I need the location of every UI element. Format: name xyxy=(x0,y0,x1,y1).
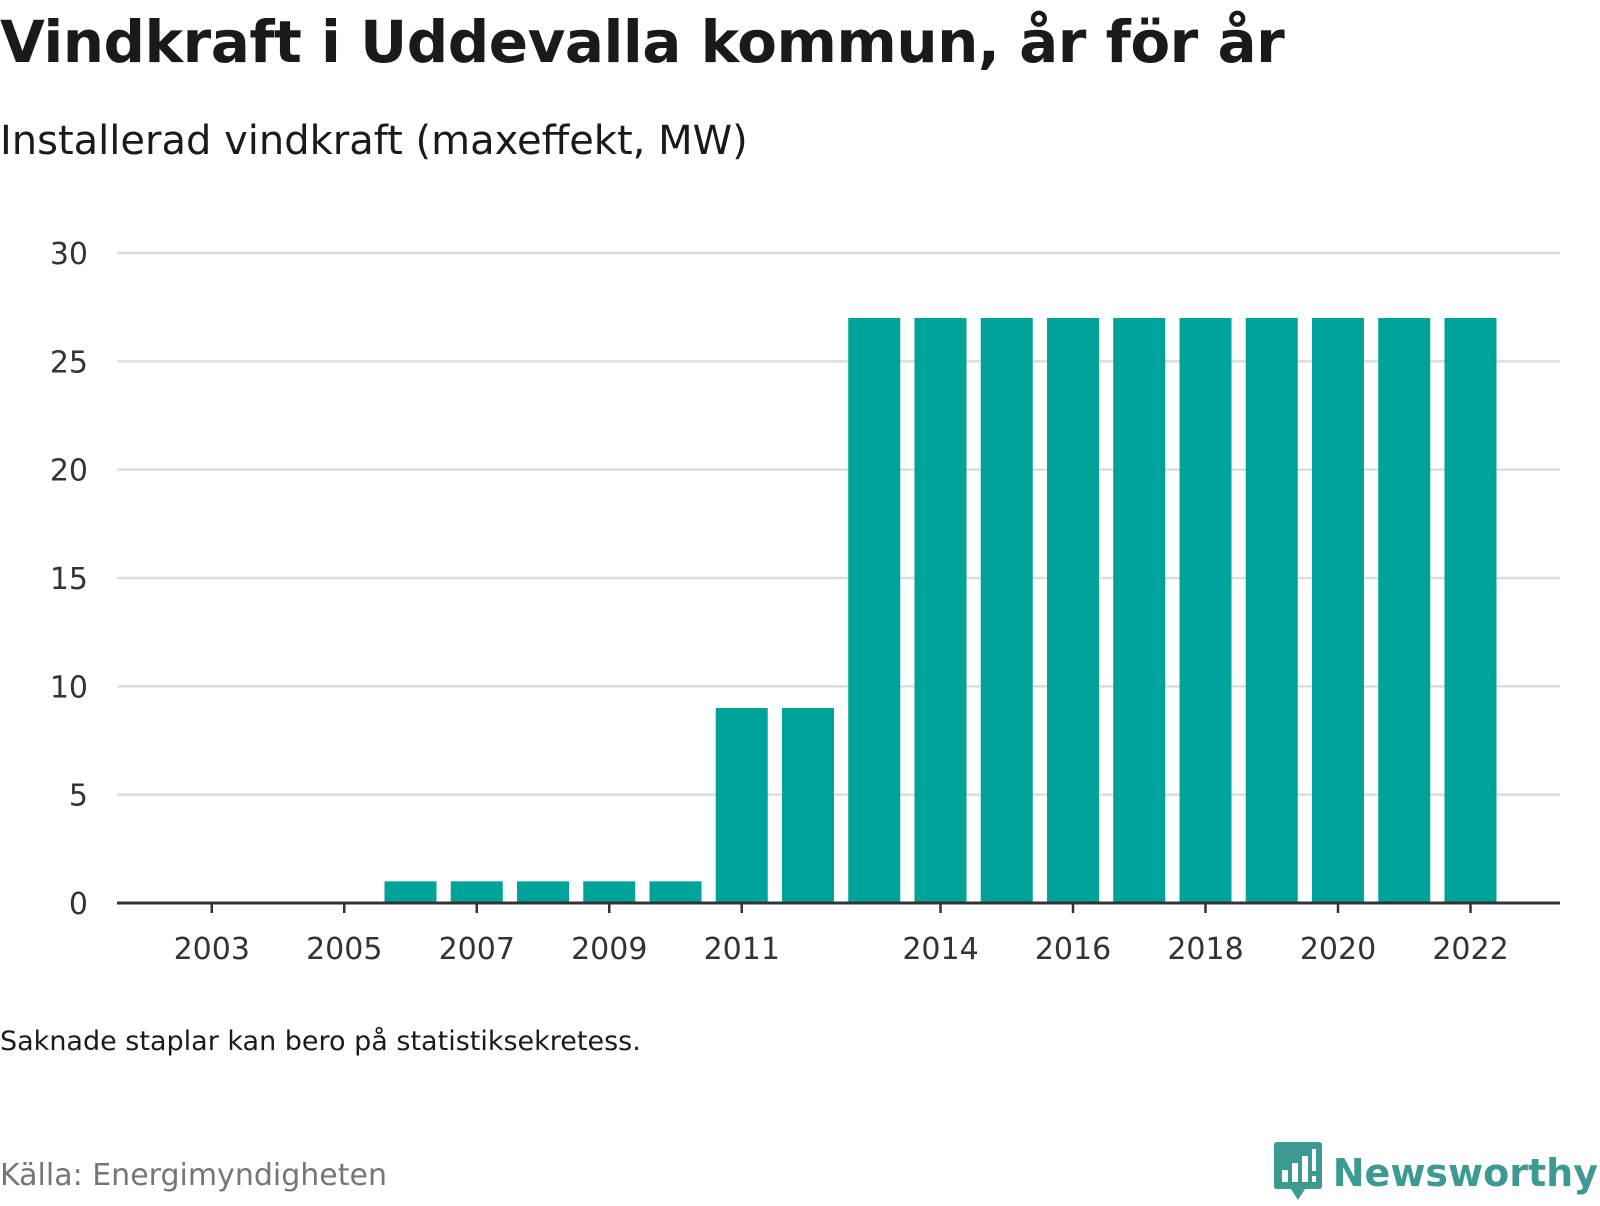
bar-2011 xyxy=(715,708,768,903)
x-tick-label: 2011 xyxy=(704,932,780,967)
bar-2016 xyxy=(1047,318,1099,903)
y-tick-label: 5 xyxy=(69,779,88,814)
bar-2009 xyxy=(583,881,636,903)
bar-2018 xyxy=(1179,318,1232,903)
bar-2012 xyxy=(782,708,834,903)
brand-logo: Newsworthy xyxy=(1273,1140,1598,1206)
x-tick-label: 2022 xyxy=(1432,932,1508,967)
source-credit: Källa: Energimyndigheten xyxy=(0,1158,387,1193)
bar-2008 xyxy=(517,881,569,903)
bar-2010 xyxy=(649,881,702,903)
bars xyxy=(384,318,1497,903)
x-tick-label: 2005 xyxy=(306,932,382,967)
x-tick-label: 2018 xyxy=(1167,932,1243,967)
brand-name: Newsworthy xyxy=(1332,1151,1598,1195)
bar-2014 xyxy=(914,318,967,903)
footnote: Saknade staplar kan bero på statistiksek… xyxy=(0,1026,641,1057)
bar-2017 xyxy=(1113,318,1166,903)
x-tick-label: 2016 xyxy=(1035,932,1111,967)
y-tick-label: 15 xyxy=(50,562,88,597)
bar-2015 xyxy=(980,318,1033,903)
y-tick-label: 0 xyxy=(69,887,88,922)
y-tick-label: 30 xyxy=(50,237,88,272)
x-tick-label: 2020 xyxy=(1300,932,1376,967)
bar-2022 xyxy=(1444,318,1497,903)
chart-subtitle: Installerad vindkraft (maxeffekt, MW) xyxy=(0,118,748,164)
y-tick-label: 20 xyxy=(50,454,88,489)
x-tick-label: 2007 xyxy=(439,932,515,967)
bar-2013 xyxy=(848,318,901,903)
x-tick-label: 2003 xyxy=(174,932,250,967)
x-tick-label: 2014 xyxy=(902,932,978,967)
bar-2006 xyxy=(384,881,437,903)
bar-2019 xyxy=(1245,318,1298,903)
bar-2021 xyxy=(1378,318,1431,903)
y-axis-ticks: 0 5 10 15 20 25 30 xyxy=(50,237,88,922)
x-tick-label: 2009 xyxy=(571,932,647,967)
chart-title: Vindkraft i Uddevalla kommun, år för år xyxy=(0,8,1285,76)
bar-2020 xyxy=(1312,318,1364,903)
y-tick-label: 10 xyxy=(50,670,88,705)
bar-2007 xyxy=(450,881,503,903)
x-axis-ticks: 2003 2005 2007 2009 2011 2014 2016 2018 2020 2022 xyxy=(174,903,1509,967)
bar-chart-speech-bubble-icon xyxy=(1273,1140,1323,1206)
y-tick-label: 25 xyxy=(50,345,88,380)
